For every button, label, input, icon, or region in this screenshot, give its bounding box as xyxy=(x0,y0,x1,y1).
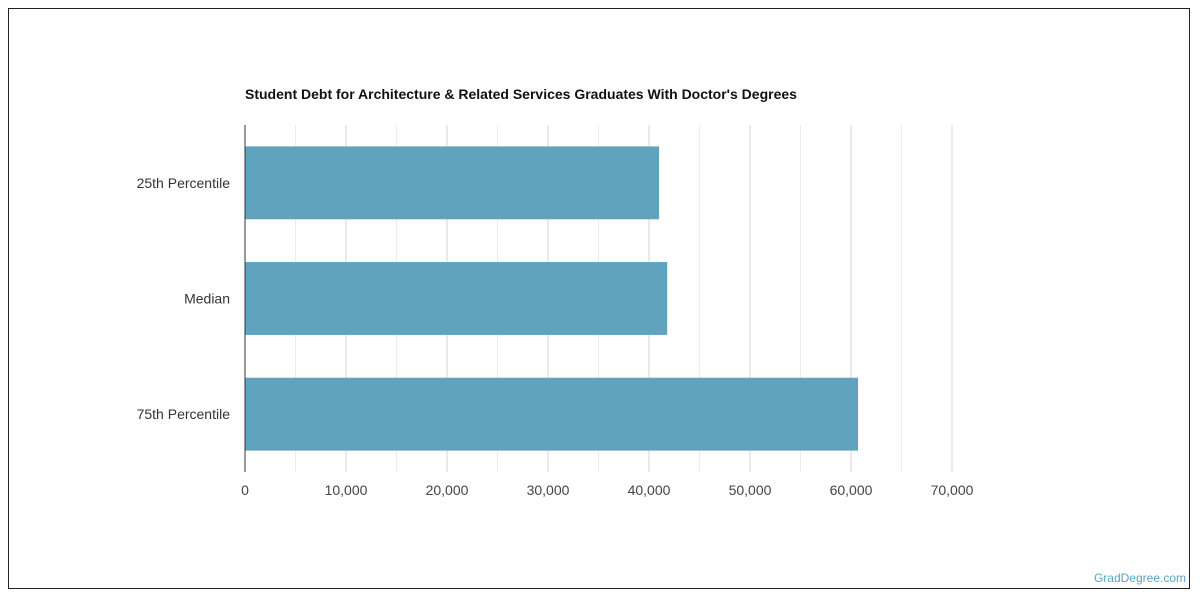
x-tick-label: 40,000 xyxy=(628,482,671,498)
category-labels: 25th Percentile Median 75th Percentile xyxy=(137,175,231,422)
x-tick-label: 0 xyxy=(241,482,249,498)
bar-75th-percentile xyxy=(245,377,859,451)
x-tick-label: 10,000 xyxy=(325,482,368,498)
watermark: GradDegree.com xyxy=(1093,571,1186,585)
x-tick-label: 50,000 xyxy=(729,482,772,498)
category-label: 25th Percentile xyxy=(137,175,231,191)
bar-25th-percentile xyxy=(245,146,660,220)
bar-median xyxy=(245,262,668,335)
x-tick-label: 70,000 xyxy=(931,482,974,498)
x-axis-ticks: 0 10,000 20,000 30,000 40,000 50,000 60,000 70,… xyxy=(241,469,974,498)
category-label: Median xyxy=(184,291,230,307)
bars xyxy=(245,146,859,451)
x-tick-label: 60,000 xyxy=(830,482,873,498)
chart-title: Student Debt for Architecture & Related … xyxy=(245,86,797,102)
x-tick-label: 30,000 xyxy=(527,482,570,498)
x-tick-label: 20,000 xyxy=(426,482,469,498)
category-label: 75th Percentile xyxy=(137,406,231,422)
